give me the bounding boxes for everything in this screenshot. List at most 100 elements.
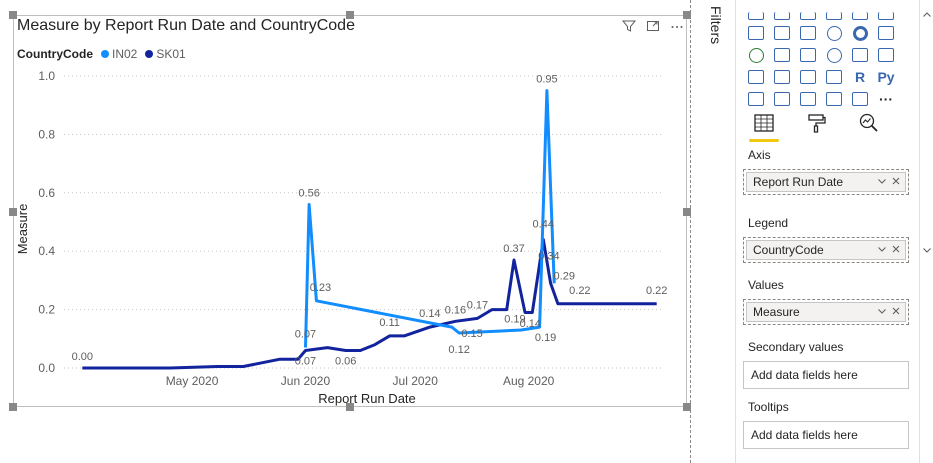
chevron-down-icon[interactable] (877, 176, 887, 189)
line-chart-visual[interactable]: Measure by Report Run Date and CountryCo… (13, 15, 687, 407)
visual-header-icons (621, 19, 684, 36)
series-line-in02[interactable] (304, 89, 556, 348)
filters-pane-collapsed[interactable]: Filters (696, 0, 736, 463)
r-visual-icon: R (854, 69, 866, 85)
fields-tab[interactable] (749, 108, 779, 142)
focus-mode-icon[interactable] (646, 19, 660, 36)
visual-type-button[interactable] (873, 22, 899, 44)
scroll-down-icon[interactable] (922, 245, 932, 255)
legend-section-label: Legend (748, 216, 789, 230)
resize-handle-top-right[interactable] (683, 11, 691, 19)
data-label: 0.00 (72, 351, 93, 363)
values-well[interactable]: Measure (743, 299, 909, 325)
y-tick-label: 0.0 (38, 361, 55, 375)
data-label: 0.37 (503, 243, 524, 255)
legend-field-name: CountryCode (753, 243, 824, 257)
visual-type-button[interactable] (873, 0, 899, 22)
visual-type-button[interactable] (743, 88, 769, 110)
pane-scrollbar[interactable] (919, 0, 933, 463)
chevron-down-icon[interactable] (877, 244, 887, 257)
visual-type-button[interactable] (743, 22, 769, 44)
data-label: 0.95 (536, 74, 557, 86)
x-axis-title: Report Run Date (318, 391, 416, 406)
visual-type-button[interactable] (821, 44, 847, 66)
key-influencers-icon (748, 92, 764, 106)
axis-well[interactable]: Report Run Date (743, 169, 909, 195)
visual-type-button[interactable] (769, 88, 795, 110)
visual-type-button[interactable] (821, 88, 847, 110)
visualizations-pane: R Py ··· Axis Report Run Date Legend (737, 0, 919, 463)
y-tick-label: 0.8 (38, 127, 55, 141)
visual-type-button[interactable]: ··· (873, 88, 899, 110)
visual-type-button[interactable] (769, 44, 795, 66)
visual-type-button[interactable]: R (847, 66, 873, 88)
data-label: 0.44 (533, 219, 554, 231)
visual-type-button[interactable] (847, 88, 873, 110)
kpi-icon (748, 70, 764, 84)
clustered-column-icon (826, 12, 842, 20)
visual-type-button[interactable] (743, 66, 769, 88)
resize-handle-left[interactable] (9, 208, 17, 216)
x-tick-label: Aug 2020 (503, 374, 555, 388)
legend-well[interactable]: CountryCode (743, 237, 909, 263)
stacked-bar-icon (748, 12, 764, 20)
format-tab[interactable] (801, 108, 831, 138)
visual-type-button[interactable] (847, 0, 873, 22)
resize-handle-bottom-left[interactable] (9, 403, 17, 411)
map-icon (748, 47, 764, 63)
legend-label-sk01: SK01 (156, 47, 186, 61)
table-icon (800, 70, 816, 84)
resize-handle-top-left[interactable] (9, 11, 17, 19)
resize-handle-right[interactable] (683, 208, 691, 216)
legend-title: CountryCode (17, 47, 93, 61)
legend-item-in02[interactable]: IN02 (101, 47, 137, 61)
series-line-sk01[interactable] (82, 238, 657, 370)
data-label: 0.29 (554, 270, 575, 282)
tooltips-well[interactable]: Add data fields here (743, 421, 909, 449)
remove-field-icon[interactable] (891, 306, 901, 319)
resize-handle-bottom-right[interactable] (683, 403, 691, 411)
data-label: 0.15 (461, 328, 482, 340)
visual-type-button[interactable] (795, 66, 821, 88)
visual-type-button[interactable] (769, 0, 795, 22)
filters-pane-label: Filters (708, 6, 724, 45)
visual-type-button[interactable] (847, 44, 873, 66)
data-label: 0.07 (295, 329, 316, 341)
visual-type-button[interactable] (873, 44, 899, 66)
scroll-up-icon[interactable] (922, 10, 932, 20)
donut-icon (852, 25, 868, 41)
pane-tabs (749, 108, 883, 142)
filter-icon[interactable] (621, 19, 637, 36)
visual-type-button[interactable] (821, 0, 847, 22)
legend-field-pill[interactable]: CountryCode (746, 240, 906, 260)
visual-type-button[interactable] (795, 0, 821, 22)
visual-type-button[interactable] (769, 22, 795, 44)
legend-marker-sk01 (145, 50, 154, 58)
visual-type-button[interactable] (821, 66, 847, 88)
data-label: 0.19 (504, 314, 525, 326)
resize-handle-bottom[interactable] (346, 403, 354, 411)
visual-type-button[interactable]: Py (873, 66, 899, 88)
visual-type-button[interactable] (769, 66, 795, 88)
visual-type-button[interactable] (743, 0, 769, 22)
values-field-pill[interactable]: Measure (746, 302, 906, 322)
axis-section-label: Axis (748, 148, 771, 162)
data-label: 0.06 (335, 355, 356, 367)
legend-item-sk01[interactable]: SK01 (145, 47, 186, 61)
secondary-values-well[interactable]: Add data fields here (743, 361, 909, 389)
resize-handle-top[interactable] (346, 11, 354, 19)
visual-type-button[interactable] (743, 44, 769, 66)
visual-type-button[interactable] (821, 22, 847, 44)
visual-type-button[interactable] (847, 22, 873, 44)
remove-field-icon[interactable] (891, 176, 901, 189)
chevron-down-icon[interactable] (877, 306, 887, 319)
more-options-icon[interactable] (670, 19, 684, 36)
visual-type-button[interactable] (795, 44, 821, 66)
y-tick-label: 0.2 (38, 303, 55, 317)
y-tick-label: 0.6 (38, 186, 55, 200)
remove-field-icon[interactable] (891, 244, 901, 257)
visual-type-button[interactable] (795, 88, 821, 110)
visual-type-button[interactable] (795, 22, 821, 44)
axis-field-pill[interactable]: Report Run Date (746, 172, 906, 192)
analytics-tab[interactable] (853, 108, 883, 138)
